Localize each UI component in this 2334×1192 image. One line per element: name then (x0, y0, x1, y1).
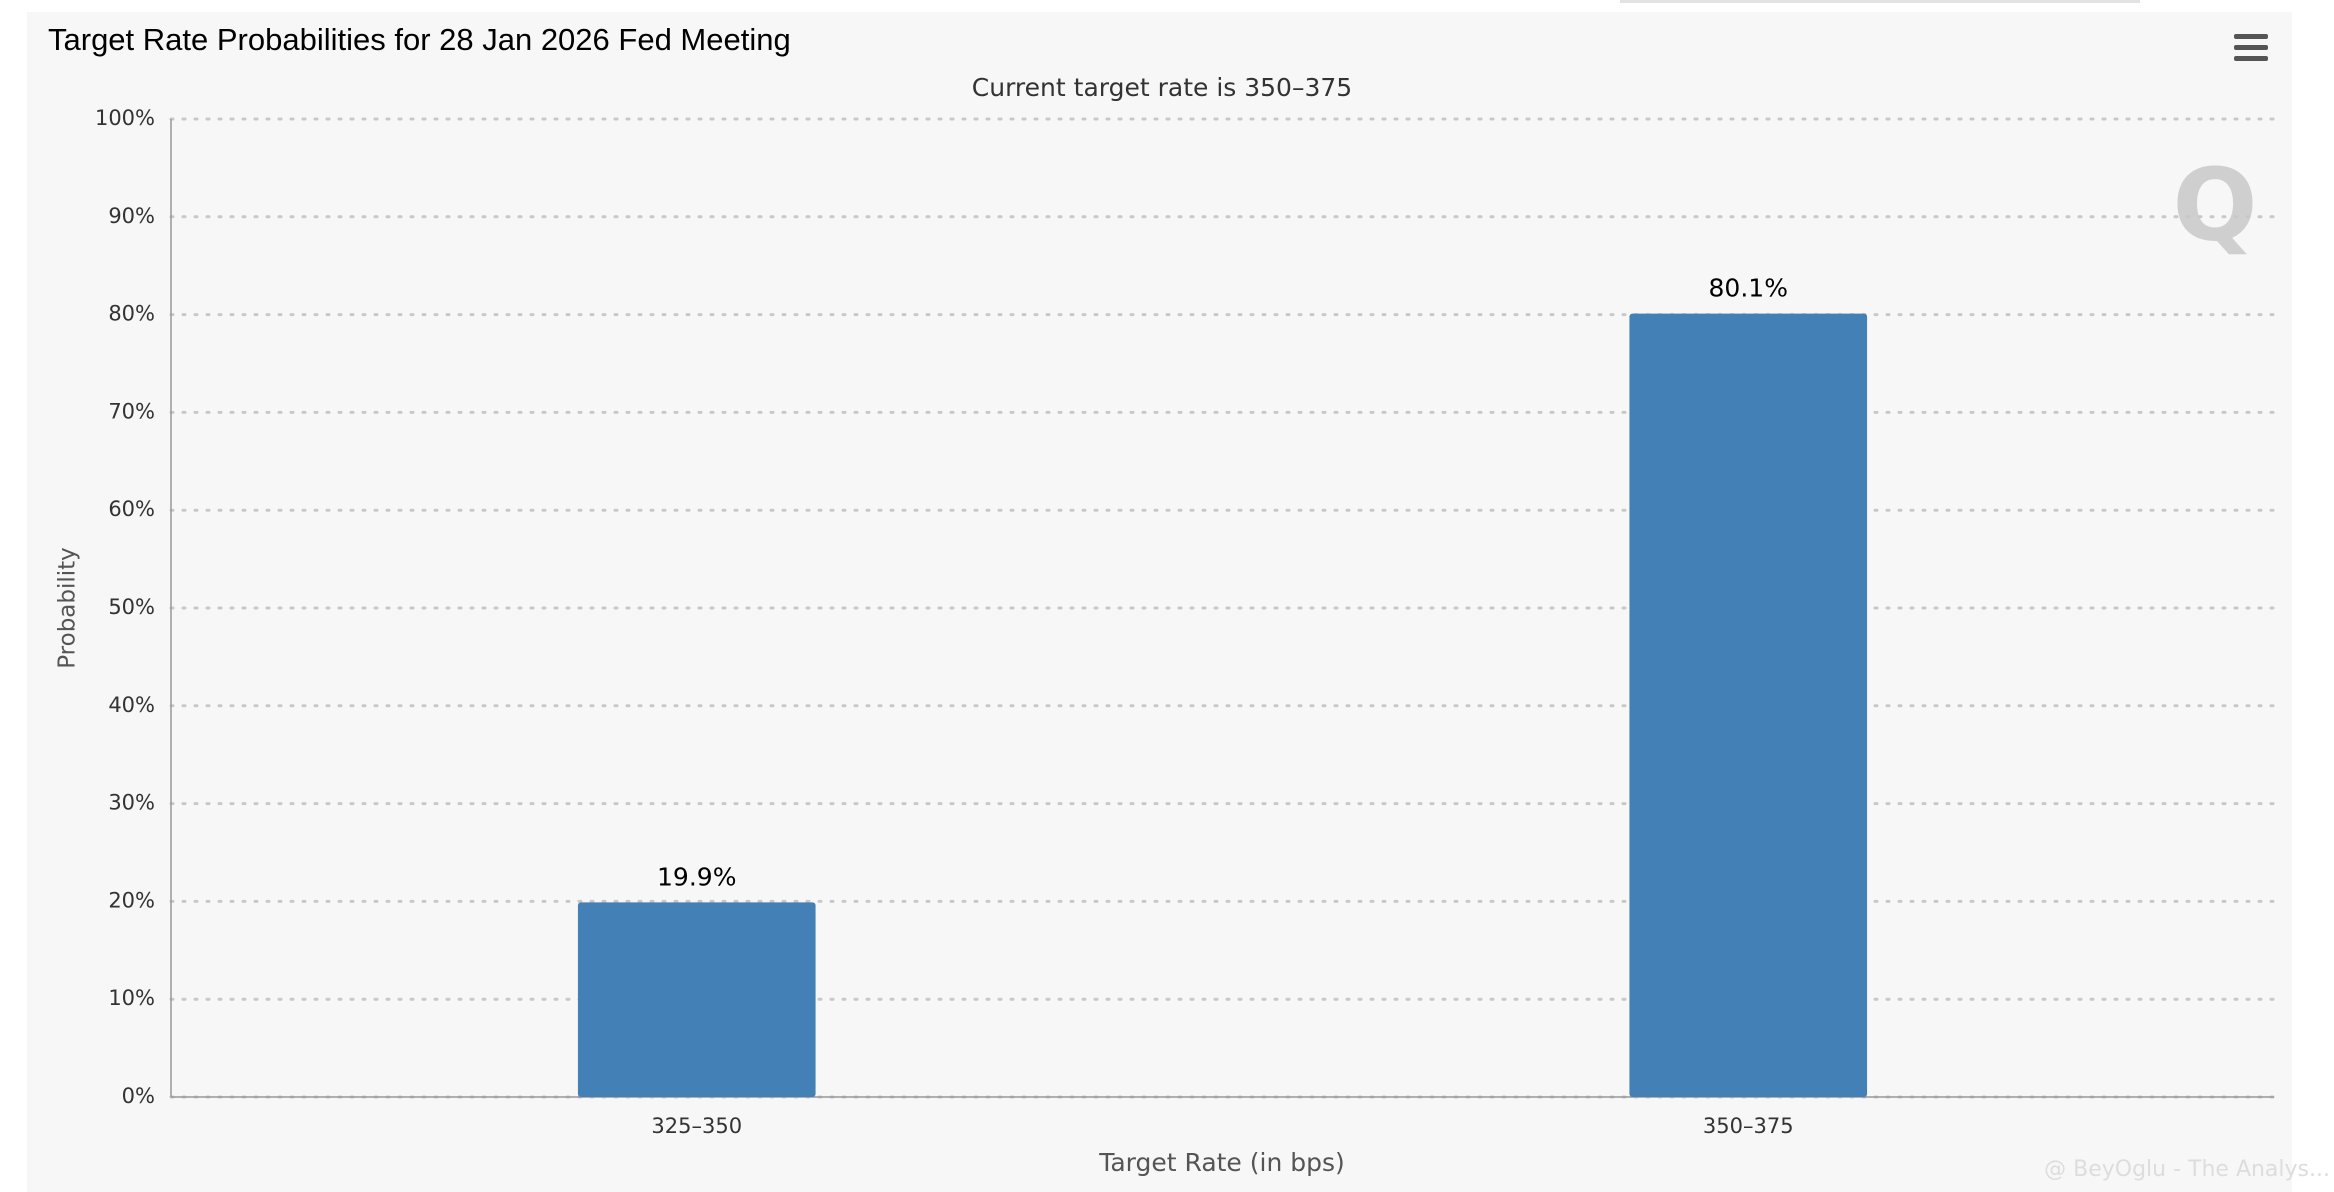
menu-bar (2234, 45, 2268, 50)
y-tick-label: 100% (95, 106, 155, 130)
logo: Q (2172, 146, 2257, 263)
watermark: @ BeyOglu - The Analys... (2044, 1157, 2330, 1182)
menu-bar (2234, 34, 2268, 39)
bar (577, 902, 816, 1097)
y-tick-label: 20% (108, 888, 155, 912)
top-strip (1620, 0, 2140, 3)
x-tick-label: 325–350 (651, 1114, 742, 1138)
y-axis-title: Probability (55, 547, 81, 669)
y-tick-label: 80% (108, 302, 155, 326)
chart-title: Target Rate Probabilities for 28 Jan 202… (48, 22, 791, 57)
data-label: 19.9% (657, 862, 736, 891)
y-tick-label: 60% (108, 497, 155, 521)
y-tick-label: 0% (122, 1084, 155, 1108)
y-tick-label: 10% (108, 986, 155, 1010)
y-tick-label: 90% (108, 204, 155, 228)
y-tick-label: 30% (108, 791, 155, 815)
y-tick-label: 40% (108, 693, 155, 717)
menu-button[interactable] (2234, 34, 2268, 61)
x-tick-label: 350–375 (1703, 1114, 1794, 1138)
chart-background (27, 12, 2292, 1192)
menu-bar (2234, 56, 2268, 61)
chart-subtitle: Current target rate is 350–375 (972, 73, 1352, 102)
data-label: 80.1% (1709, 274, 1788, 303)
y-tick-label: 50% (108, 595, 155, 619)
bar (1629, 313, 1868, 1097)
y-tick-label: 70% (108, 399, 155, 423)
x-axis-title: Target Rate (in bps) (1098, 1148, 1345, 1177)
